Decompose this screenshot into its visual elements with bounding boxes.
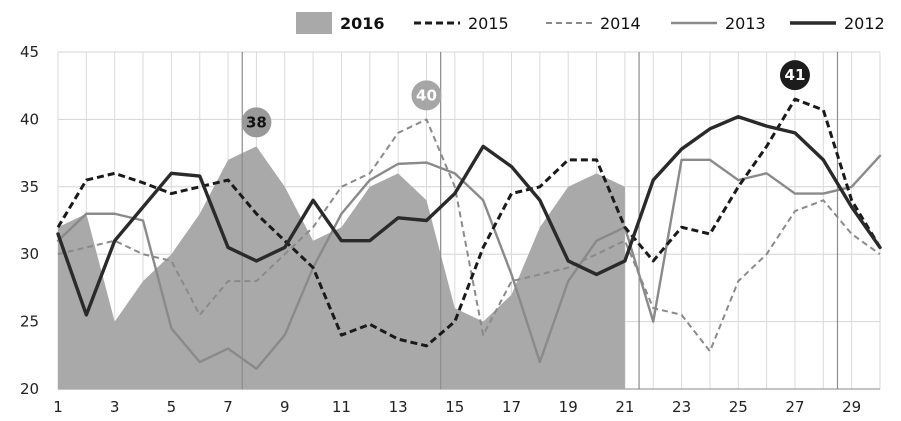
x-tick-label-15: 15: [445, 398, 464, 416]
y-tick-label-35: 35: [20, 178, 39, 196]
annotation-38: 38: [241, 107, 271, 137]
x-tick-label-25: 25: [729, 398, 748, 416]
x-tick-label-17: 17: [502, 398, 521, 416]
x-tick-label-27: 27: [785, 398, 804, 416]
annotation-41: 41: [780, 60, 810, 90]
x-tick-label-7: 7: [223, 398, 233, 416]
annotation-label-38: 38: [246, 113, 267, 131]
x-axis-ticks: 1 3 5 7 9 11 13 15 17 19 21 23 25 27 29: [53, 398, 861, 416]
legend: 2016 2015 2014 2013 2012: [296, 12, 885, 34]
legend-item-2013: 2013: [671, 14, 766, 33]
annotations: 38 40 41: [241, 60, 810, 137]
x-tick-label-1: 1: [53, 398, 63, 416]
legend-label-2015: 2015: [468, 14, 509, 33]
y-tick-label-45: 45: [20, 43, 39, 61]
legend-item-2016: 2016: [296, 12, 385, 34]
x-tick-label-23: 23: [672, 398, 691, 416]
x-tick-label-9: 9: [280, 398, 290, 416]
x-tick-label-11: 11: [332, 398, 351, 416]
legend-label-2013: 2013: [725, 14, 766, 33]
annotation-label-40: 40: [416, 86, 437, 104]
annotation-label-41: 41: [785, 66, 806, 84]
y-tick-label-25: 25: [20, 313, 39, 331]
y-axis-ticks: 20 25 30 35 40 45: [20, 43, 39, 398]
legend-swatch-2016: [296, 12, 332, 34]
x-tick-label-5: 5: [167, 398, 177, 416]
x-tick-label-13: 13: [389, 398, 408, 416]
y-tick-label-30: 30: [20, 245, 39, 263]
legend-item-2015: 2015: [414, 14, 509, 33]
legend-item-2012: 2012: [790, 14, 885, 33]
annotation-40: 40: [411, 80, 441, 110]
y-tick-label-20: 20: [20, 380, 39, 398]
legend-label-2014: 2014: [600, 14, 641, 33]
x-tick-label-3: 3: [110, 398, 120, 416]
legend-label-2012: 2012: [844, 14, 885, 33]
y-tick-label-40: 40: [20, 110, 39, 128]
legend-item-2014: 2014: [546, 14, 641, 33]
x-tick-label-21: 21: [615, 398, 634, 416]
legend-label-2016: 2016: [340, 14, 385, 33]
x-tick-label-29: 29: [842, 398, 861, 416]
x-tick-label-19: 19: [559, 398, 578, 416]
